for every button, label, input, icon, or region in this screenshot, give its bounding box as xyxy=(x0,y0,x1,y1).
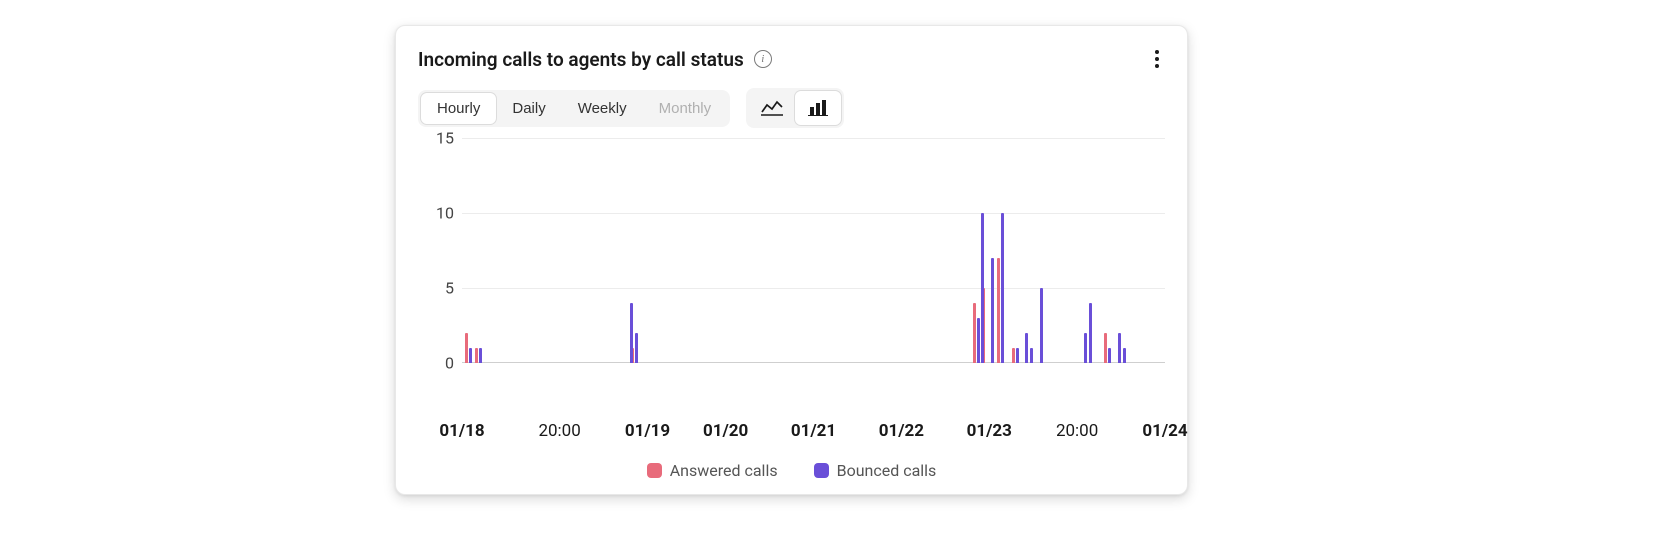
legend-swatch xyxy=(814,463,829,478)
granularity-hourly[interactable]: Hourly xyxy=(421,93,496,124)
call-status-card: Incoming calls to agents by call status … xyxy=(395,25,1188,495)
y-tick-label: 15 xyxy=(436,129,454,148)
bar xyxy=(1030,348,1033,363)
bar xyxy=(630,303,633,363)
bar xyxy=(977,318,980,363)
x-tick-label: 01/18 xyxy=(439,421,484,441)
legend-item[interactable]: Bounced calls xyxy=(814,461,937,480)
bar xyxy=(635,333,638,363)
granularity-weekly[interactable]: Weekly xyxy=(562,93,643,124)
x-tick-label: 20:00 xyxy=(538,421,580,441)
granularity-monthly: Monthly xyxy=(643,93,728,124)
x-tick-label: 01/20 xyxy=(703,421,748,441)
legend-item[interactable]: Answered calls xyxy=(647,461,778,480)
y-tick-label: 0 xyxy=(445,354,454,373)
info-icon[interactable]: i xyxy=(754,50,772,68)
bar xyxy=(1123,348,1126,363)
legend-label: Bounced calls xyxy=(837,461,937,480)
bar xyxy=(1084,333,1087,363)
bar xyxy=(469,348,472,363)
legend-swatch xyxy=(647,463,662,478)
gridline xyxy=(462,213,1165,214)
bar xyxy=(1118,333,1121,363)
bar xyxy=(1016,348,1019,363)
chart-type-segmented-control xyxy=(746,88,844,128)
bar xyxy=(1089,303,1092,363)
x-tick-label: 01/23 xyxy=(967,421,1012,441)
bar xyxy=(1108,348,1111,363)
bar xyxy=(991,258,994,363)
card-header: Incoming calls to agents by call status … xyxy=(418,44,1165,74)
plot xyxy=(462,138,1165,363)
line-chart-icon xyxy=(761,100,783,116)
chart-area: 051015 01/1820:0001/1901/2001/2101/2201/… xyxy=(418,138,1165,480)
baseline xyxy=(462,362,1165,363)
bar xyxy=(997,258,1000,363)
x-tick-label: 01/21 xyxy=(791,421,836,441)
bar xyxy=(1025,333,1028,363)
card-title: Incoming calls to agents by call status xyxy=(418,48,744,71)
x-tick-label: 01/22 xyxy=(879,421,924,441)
x-tick-label: 01/19 xyxy=(625,421,670,441)
bar xyxy=(465,333,468,363)
more-options-button[interactable] xyxy=(1149,44,1165,74)
plot-wrap: 051015 xyxy=(418,138,1165,413)
bar xyxy=(1104,333,1107,363)
bar-chart-icon xyxy=(808,100,828,116)
bar xyxy=(1012,348,1015,363)
x-axis: 01/1820:0001/1901/2001/2101/2201/2320:00… xyxy=(462,421,1165,447)
x-tick-label: 01/24 xyxy=(1142,421,1187,441)
y-axis: 051015 xyxy=(418,138,462,363)
bar xyxy=(479,348,482,363)
legend: Answered calls Bounced calls xyxy=(418,461,1165,480)
gridline xyxy=(462,138,1165,139)
bar xyxy=(1040,288,1043,363)
bar xyxy=(973,303,976,363)
granularity-segmented-control: HourlyDailyWeeklyMonthly xyxy=(418,90,730,127)
bar xyxy=(1001,213,1004,363)
y-tick-label: 10 xyxy=(436,204,454,223)
gridline xyxy=(462,288,1165,289)
line-chart-button[interactable] xyxy=(749,91,795,125)
controls-row: HourlyDailyWeeklyMonthly xyxy=(418,88,1165,128)
title-wrap: Incoming calls to agents by call status … xyxy=(418,48,772,71)
x-tick-label: 20:00 xyxy=(1056,421,1098,441)
y-tick-label: 5 xyxy=(445,279,454,298)
granularity-daily[interactable]: Daily xyxy=(496,93,561,124)
bar xyxy=(475,348,478,363)
bar-chart-button[interactable] xyxy=(795,91,841,125)
legend-label: Answered calls xyxy=(670,461,778,480)
